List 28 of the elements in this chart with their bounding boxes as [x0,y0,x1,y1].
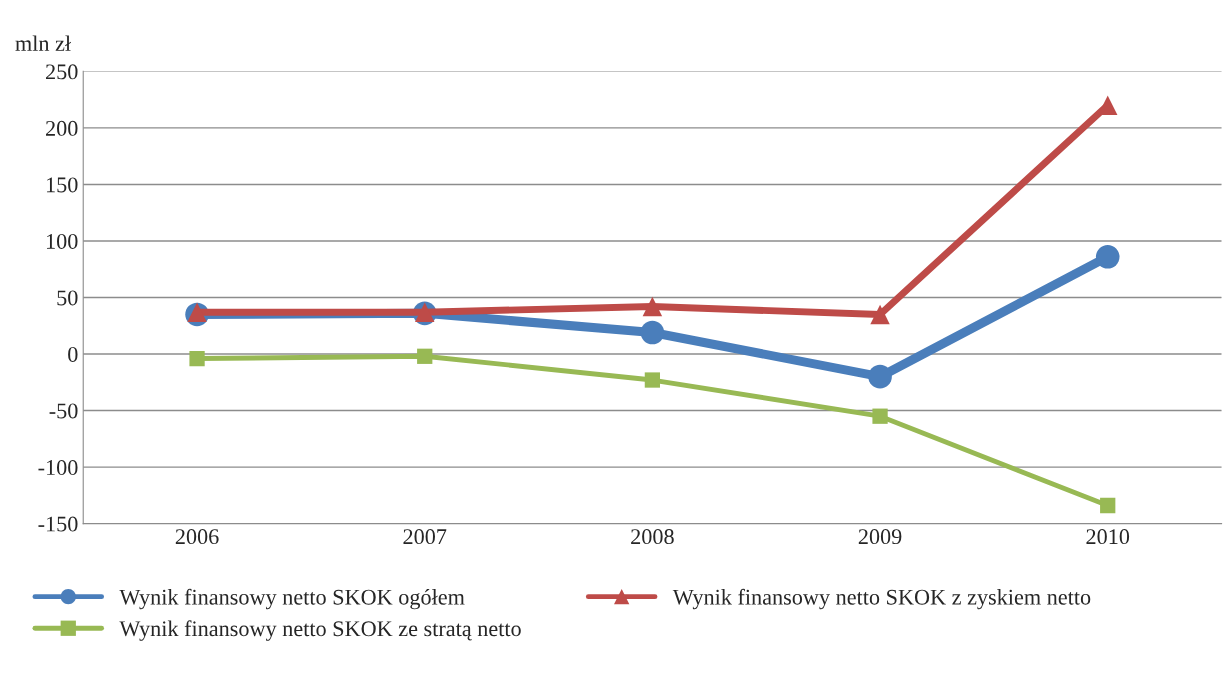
y-tick-label: 200 [46,120,78,136]
point [642,296,663,317]
legend-label: Wynik finansowy netto SKOK ze stratą netto [119,620,521,641]
y-tick-label: 100 [46,233,78,249]
y-tick-label: -150 [38,516,78,532]
y-tick-label: 50 [57,290,78,306]
point [644,372,661,388]
y-tick-label: 150 [46,177,78,193]
point [870,304,890,325]
x-tick-label: 2008 [631,529,674,545]
point [1100,497,1116,514]
point [1095,245,1120,269]
legend-label: Wynik finansowy netto SKOK ogółem [119,588,465,610]
y-tick-label: 250 [46,64,78,80]
point [417,348,433,364]
x-tick-label: 2006 [175,529,219,545]
y-tick-label: -50 [49,403,78,419]
x-tick-label: 2007 [403,529,447,545]
point [868,364,892,389]
point [189,350,205,367]
y-tick-label: 0 [68,346,78,362]
point [872,408,888,424]
x-tick-label: 2010 [1086,529,1130,545]
x-tick-label: 2009 [858,529,902,545]
y-tick-label: -100 [38,460,78,475]
legend-label: Wynik finansowy netto SKOK z zyskiem netto [672,588,1091,610]
point [640,320,665,345]
y-axis-title: mln zł [15,35,71,51]
